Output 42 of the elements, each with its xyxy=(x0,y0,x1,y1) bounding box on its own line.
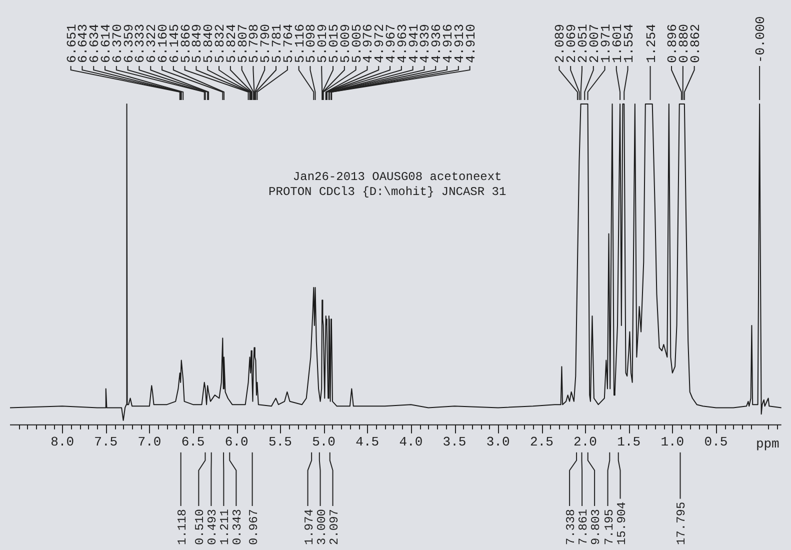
x-tick-label: 8.0 xyxy=(50,434,74,450)
annotation: 7.861 xyxy=(576,508,591,545)
annotation: 1.118 xyxy=(175,508,190,545)
annotation: 5.764 xyxy=(280,24,296,63)
x-tick-label: 6.0 xyxy=(224,434,248,450)
annotation: 0.343 xyxy=(230,508,245,545)
annotation: 1.211 xyxy=(218,508,232,545)
annotation: 2.097 xyxy=(327,508,342,545)
annotation: 1.254 xyxy=(644,24,659,63)
x-tick-label: 2.0 xyxy=(574,434,597,450)
x-tick-label: 4.5 xyxy=(356,434,380,450)
x-tick-label: 7.5 xyxy=(94,434,118,450)
annotation: 0.510 xyxy=(193,508,208,545)
annotation: 6.145 xyxy=(166,24,182,63)
x-tick-label: 3.5 xyxy=(442,434,466,450)
annotation: 0.967 xyxy=(246,508,261,545)
text: PROTON CDCl3 {D:\mohit} JNCASR 31 xyxy=(268,185,506,199)
annotation: 1.974 xyxy=(302,508,316,545)
annotation: 3.000 xyxy=(314,508,329,545)
x-tick-label: 2.5 xyxy=(530,434,554,450)
x-tick-label: 4.0 xyxy=(399,434,423,450)
annotation: 9.803 xyxy=(589,508,604,545)
annotation: -0.000 xyxy=(753,16,768,63)
annotation: 0.493 xyxy=(206,508,220,545)
annotation: 15.904 xyxy=(614,502,629,545)
annotation: 17.795 xyxy=(674,502,689,545)
x-tick-label: 1.0 xyxy=(660,434,684,450)
annotation: 4.963 xyxy=(394,24,410,63)
annotation: 7.338 xyxy=(564,508,578,545)
annotation: 5.009 xyxy=(338,24,353,63)
x-tick-label: 6.5 xyxy=(181,434,205,450)
x-tick-label: 5.5 xyxy=(268,434,292,450)
x-tick-label: 1.5 xyxy=(617,434,641,450)
annotation: 6.370 xyxy=(110,24,125,63)
annotation: 5.824 xyxy=(224,24,239,63)
x-tick-label: 0.5 xyxy=(704,434,728,450)
text: Jan26-2013 OAUSG08 acetoneext xyxy=(292,170,502,184)
x-tick-label: 7.0 xyxy=(138,434,162,450)
x-tick-label: 5.0 xyxy=(312,434,336,450)
x-axis-title: ppm xyxy=(756,436,780,452)
annotation: 7.195 xyxy=(602,508,616,545)
x-tick-label: 3.0 xyxy=(486,434,510,450)
